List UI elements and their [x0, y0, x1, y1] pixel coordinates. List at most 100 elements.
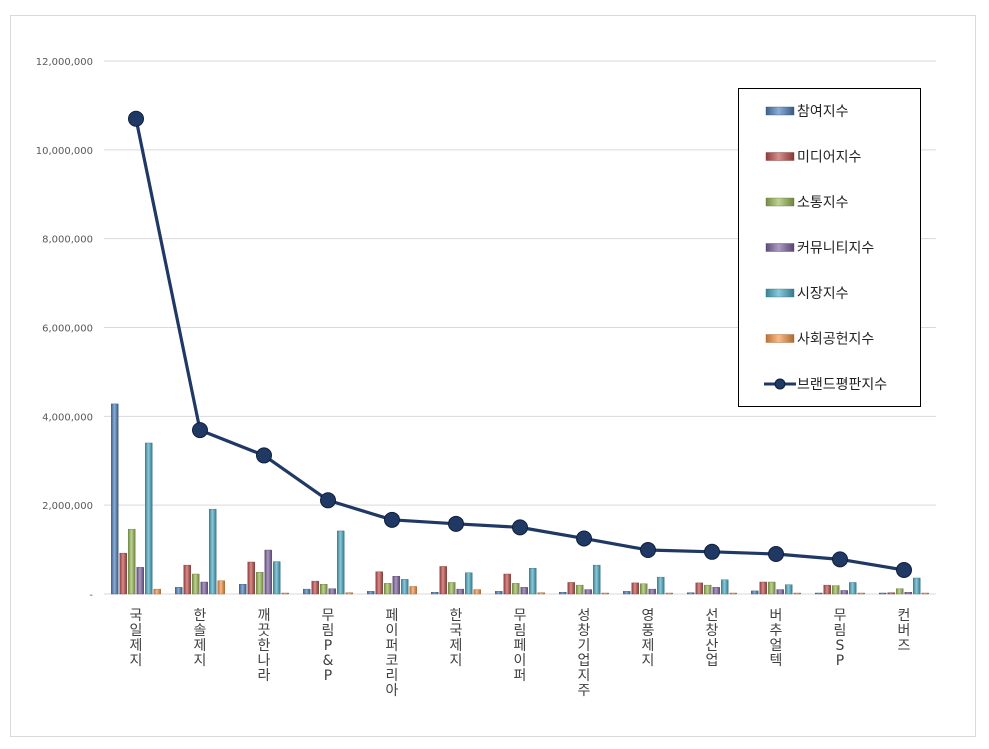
bar	[401, 579, 409, 595]
bar	[904, 592, 912, 595]
bar	[256, 572, 264, 595]
bar	[281, 592, 289, 595]
legend-swatch	[765, 243, 795, 252]
bar	[209, 508, 217, 595]
bar	[759, 581, 767, 595]
bar	[559, 592, 567, 595]
bar	[200, 581, 208, 595]
bar	[721, 579, 729, 595]
bar	[239, 584, 247, 595]
bar	[409, 586, 417, 595]
bar	[465, 572, 473, 595]
bar	[303, 588, 311, 595]
line-point	[320, 492, 336, 509]
bar	[657, 576, 665, 595]
y-tick-label: 8,000,000	[42, 235, 93, 246]
line-series	[128, 110, 912, 579]
y-tick-label: 12,000,000	[36, 57, 93, 68]
legend-swatch	[765, 106, 795, 116]
bar	[815, 592, 823, 595]
bar	[712, 587, 720, 595]
legend-label: 브랜드평판지수	[797, 377, 887, 393]
legend-swatch	[765, 334, 795, 343]
bar	[832, 585, 840, 595]
bar	[623, 591, 631, 595]
bar	[567, 582, 575, 595]
legend-swatch	[765, 197, 795, 207]
line-point	[576, 530, 592, 547]
bar	[913, 577, 921, 595]
bar	[384, 583, 392, 595]
legend-label: 시장지수	[797, 286, 849, 302]
line-point	[832, 551, 848, 568]
bar	[119, 552, 127, 595]
bar	[687, 592, 695, 595]
bar	[785, 584, 793, 595]
legend-label: 커뮤니티지수	[797, 241, 874, 257]
x-tick-label: 무 림 P & P	[322, 608, 335, 684]
bar	[879, 592, 887, 595]
line-point	[704, 543, 720, 560]
legend-swatch	[765, 288, 795, 298]
line-point	[512, 519, 528, 536]
bars	[111, 403, 929, 595]
bar	[896, 588, 904, 595]
bar	[631, 582, 639, 595]
bar	[375, 571, 383, 595]
bar	[704, 584, 712, 595]
bar	[392, 576, 400, 595]
bar	[328, 588, 336, 595]
y-tick-label: -	[89, 590, 93, 601]
bar	[601, 592, 609, 595]
bar	[439, 566, 447, 595]
bar	[111, 403, 119, 595]
bar	[520, 587, 528, 595]
bar	[849, 582, 857, 595]
line-point	[640, 542, 656, 559]
line-point	[128, 110, 144, 127]
bar	[345, 592, 353, 595]
bar	[793, 592, 801, 595]
bar	[247, 561, 255, 595]
line-point	[448, 515, 464, 532]
bar	[537, 592, 545, 595]
bar	[640, 583, 648, 595]
bar	[887, 592, 895, 595]
bar	[192, 573, 200, 595]
y-tick-label: 10,000,000	[36, 146, 93, 157]
line-point	[384, 511, 400, 528]
bar	[431, 592, 439, 595]
legend-marker	[774, 378, 786, 390]
y-axis-tick-labels: 12,000,000 10,000,000 8,000,000 6,000,000 4,…	[36, 57, 94, 601]
line-point	[896, 562, 912, 579]
bar	[311, 580, 319, 595]
y-tick-label: 2,000,000	[42, 501, 93, 512]
bar	[857, 592, 865, 595]
bar	[840, 590, 848, 595]
bar	[495, 591, 503, 595]
line-point	[256, 447, 272, 464]
bar	[456, 588, 464, 595]
bar	[145, 442, 153, 595]
bar	[768, 581, 776, 595]
chart-frame	[10, 15, 976, 737]
bar	[503, 573, 511, 595]
bar	[512, 583, 520, 595]
bar	[128, 528, 136, 595]
bar	[136, 567, 144, 595]
bar	[337, 530, 345, 595]
bar	[367, 591, 375, 595]
bar	[273, 561, 281, 595]
bar	[175, 587, 183, 595]
line-point	[768, 546, 784, 563]
